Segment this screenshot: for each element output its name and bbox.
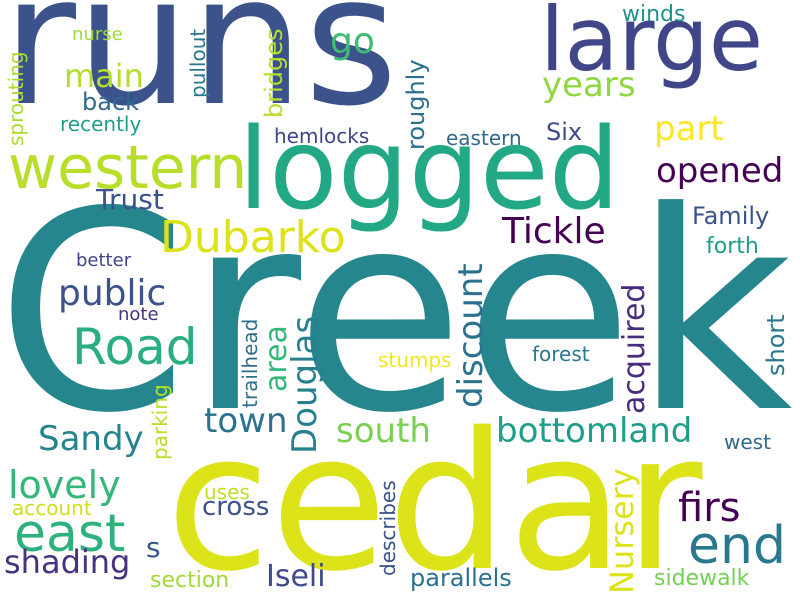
word-recently: recently	[60, 112, 142, 136]
word-roughly: roughly	[402, 59, 430, 150]
word-firs: firs	[678, 485, 741, 531]
word-sidewalk: sidewalk	[654, 566, 750, 591]
word-western: western	[8, 133, 248, 203]
word-sprouting: sprouting	[4, 51, 28, 146]
word-family: Family	[692, 202, 770, 230]
word-logged: logged	[238, 105, 620, 235]
word-winds: winds	[622, 2, 686, 27]
word-stumps: stumps	[378, 348, 452, 372]
word-road: Road	[72, 318, 198, 376]
word-end: end	[688, 516, 786, 576]
word-east: east	[14, 504, 126, 564]
word-parallels: parallels	[410, 564, 512, 592]
word-forest: forest	[532, 342, 590, 366]
word-parking: parking	[148, 384, 172, 460]
word-hemlocks: hemlocks	[274, 124, 370, 148]
word-better: better	[76, 250, 132, 271]
word-go: go	[330, 21, 375, 62]
word-tickle: Tickle	[502, 211, 606, 252]
word-note: note	[118, 304, 159, 325]
word-s: s	[146, 531, 161, 564]
word-discount: discount	[451, 263, 491, 408]
word-cross: cross	[202, 492, 270, 522]
word-creek: Creek	[0, 153, 793, 473]
word-nurse: nurse	[72, 24, 123, 45]
word-west: west	[724, 430, 771, 454]
word-back: back	[82, 88, 140, 116]
word-account: account	[12, 496, 92, 520]
word-describes: describes	[376, 480, 400, 576]
word-iseli: Iseli	[266, 559, 326, 594]
word-main: main	[64, 57, 144, 95]
word-large: large	[540, 0, 764, 91]
word-bottomland: bottomland	[496, 411, 693, 451]
word-lovely: lovely	[8, 463, 121, 507]
word-forth: forth	[706, 234, 759, 259]
word-bridges: bridges	[260, 28, 288, 118]
word-uses: uses	[204, 480, 250, 504]
word-dubarko: Dubarko	[160, 212, 346, 263]
word-pullout: pullout	[186, 28, 210, 98]
word-south: south	[336, 411, 431, 451]
word-cedar: cedar	[166, 392, 703, 600]
word-acquired: acquired	[617, 283, 652, 414]
word-part: part	[654, 109, 724, 149]
word-shading: shading	[4, 543, 131, 581]
word-area: area	[259, 325, 294, 392]
word-runs: runs	[2, 0, 398, 146]
word-section: section	[150, 568, 230, 593]
word-years: years	[542, 65, 636, 105]
word-sandy: Sandy	[38, 419, 144, 459]
word-public: public	[58, 273, 167, 314]
word-nursery: Nursery	[603, 468, 641, 594]
word-eastern: eastern	[446, 126, 522, 150]
word-town: town	[204, 401, 288, 441]
word-opened: opened	[656, 151, 784, 191]
word-six: Six	[546, 118, 583, 146]
word-trailhead: trailhead	[238, 318, 262, 408]
word-trust: Trust	[96, 183, 164, 216]
word-short: short	[762, 314, 790, 376]
